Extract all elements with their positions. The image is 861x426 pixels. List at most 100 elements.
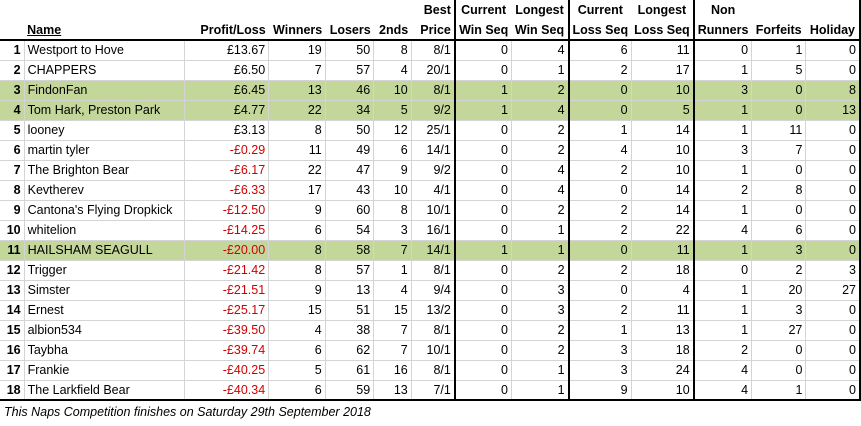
winners-cell: 5 [268,360,326,381]
forfeits-cell: 20 [751,280,807,301]
current-loss-seq-cell: 1 [567,120,632,141]
losers-cell: 46 [325,80,375,101]
player-name-cell: looney [24,120,186,141]
current-win-seq-cell: 0 [453,140,512,161]
best-price-cell: 16/1 [411,220,456,241]
winners-cell: 8 [268,120,326,141]
header-longest-loss-seq: Loss Seq [631,20,694,41]
holiday-cell: 0 [805,300,861,321]
current-loss-seq-cell: 6 [567,40,632,61]
header-winners: Winners [268,20,326,41]
holiday-cell: 0 [805,360,861,381]
longest-win-seq-cell: 4 [511,180,570,201]
header-loss-seq: Loss Seq [567,20,632,41]
forfeits-cell: 0 [751,200,807,221]
current-loss-seq-cell: 9 [567,380,632,401]
profit-loss-cell: £6.45 [184,80,270,101]
table-row: 9 Cantona's Flying Dropkick -£12.50 9 60 8 10/… [0,200,861,221]
current-win-seq-cell: 0 [453,340,512,361]
table-row: 14 Ernest -£25.17 15 51 15 13/2 0 3 2 11 1 3 0 [0,300,861,321]
profit-loss-cell: £13.67 [184,40,270,61]
longest-loss-seq-cell: 18 [631,260,695,281]
holiday-cell: 3 [805,260,861,281]
table-row: 18 The Larkfield Bear -£40.34 6 59 13 7/1 0 1 9 10… [0,380,861,401]
seconds-cell: 8 [373,40,412,61]
header-longest: Longest [637,3,687,17]
non-runners-cell: 3 [692,80,753,101]
current-loss-seq-cell: 2 [567,300,632,321]
table-row: 10 whitelion -£14.25 6 54 3 16/1 0 1 2 22 4 6 0 [0,220,861,241]
player-name-cell: albion534 [24,320,186,341]
rank-cell: 9 [0,200,25,221]
longest-loss-seq-cell: 10 [631,160,695,181]
header-rank [0,20,25,41]
best-price-cell: 10/1 [411,340,456,361]
longest-loss-seq-cell: 14 [631,200,695,221]
current-win-seq-cell: 0 [453,60,512,81]
current-win-seq-cell: 0 [453,320,512,341]
losers-cell: 47 [325,160,375,181]
best-price-cell: 9/2 [411,160,456,181]
losers-cell: 38 [325,320,375,341]
current-loss-seq-cell: 4 [567,140,632,161]
header-win-seq: Win Seq [453,20,512,41]
best-price-cell: 8/1 [411,40,456,61]
losers-cell: 62 [325,340,375,361]
rank-cell: 8 [0,180,25,201]
player-name-cell: whitelion [24,220,186,241]
holiday-cell: 0 [805,60,861,81]
current-win-seq-cell: 0 [453,200,512,221]
header-current: Current [453,0,512,20]
player-name-cell: martin tyler [24,140,186,161]
seconds-cell: 4 [373,60,412,81]
rank-cell: 7 [0,160,25,181]
holiday-cell: 0 [805,180,861,201]
rank-cell: 5 [0,120,25,141]
player-name-cell: Cantona's Flying Dropkick [24,200,186,221]
losers-cell: 60 [325,200,375,221]
seconds-cell: 5 [373,100,412,121]
best-price-cell: 20/1 [411,60,456,81]
header-name: Name [24,20,185,41]
longest-win-seq-cell: 2 [511,140,570,161]
seconds-cell: 9 [373,160,412,181]
rank-cell: 2 [0,60,25,81]
profit-loss-cell: -£25.17 [184,300,270,321]
current-loss-seq-cell: 0 [567,240,632,261]
current-win-seq-cell: 0 [453,380,512,401]
longest-win-seq-cell: 2 [511,80,570,101]
winners-cell: 9 [268,280,326,301]
rank-cell: 10 [0,220,25,241]
seconds-cell: 12 [373,120,412,141]
player-name-cell: Kevtherev [24,180,186,201]
best-price-cell: 8/1 [411,80,456,101]
current-win-seq-cell: 0 [453,220,512,241]
table-row: 16 Taybha -£39.74 6 62 7 10/1 0 2 3 18 2 0 0 [0,340,861,361]
table-row: 4 Tom Hark, Preston Park £4.77 22 34 5 9/2 1 4 0 5… [0,100,861,121]
profit-loss-cell: -£21.51 [184,280,270,301]
forfeits-cell: 1 [751,380,807,401]
table-row: 12 Trigger -£21.42 8 57 1 8/1 0 2 2 18 0 2 3 [0,260,861,281]
seconds-cell: 4 [373,280,412,301]
table-row: 11 HAILSHAM SEAGULL -£20.00 8 58 7 14/1 1 1 0 11 1 3… [0,240,861,261]
longest-loss-seq-cell: 17 [631,60,695,81]
longest-win-seq-cell: 4 [511,40,570,61]
current-loss-seq-cell: 3 [567,360,632,381]
forfeits-cell: 1 [751,40,807,61]
non-runners-cell: 1 [692,200,753,221]
profit-loss-cell: -£0.29 [184,140,270,161]
holiday-cell: 0 [805,340,861,361]
seconds-cell: 16 [373,360,412,381]
non-runners-cell: 2 [692,340,753,361]
holiday-cell: 0 [805,240,861,261]
longest-loss-seq-cell: 10 [631,140,695,161]
longest-loss-seq-cell: 14 [631,180,695,201]
non-runners-cell: 0 [692,260,753,281]
longest-win-seq-cell: 1 [511,220,570,241]
best-price-cell: 10/1 [411,200,456,221]
profit-loss-cell: -£6.33 [184,180,270,201]
header-cell [805,0,861,20]
forfeits-cell: 3 [751,300,807,321]
non-runners-cell: 1 [692,240,753,261]
